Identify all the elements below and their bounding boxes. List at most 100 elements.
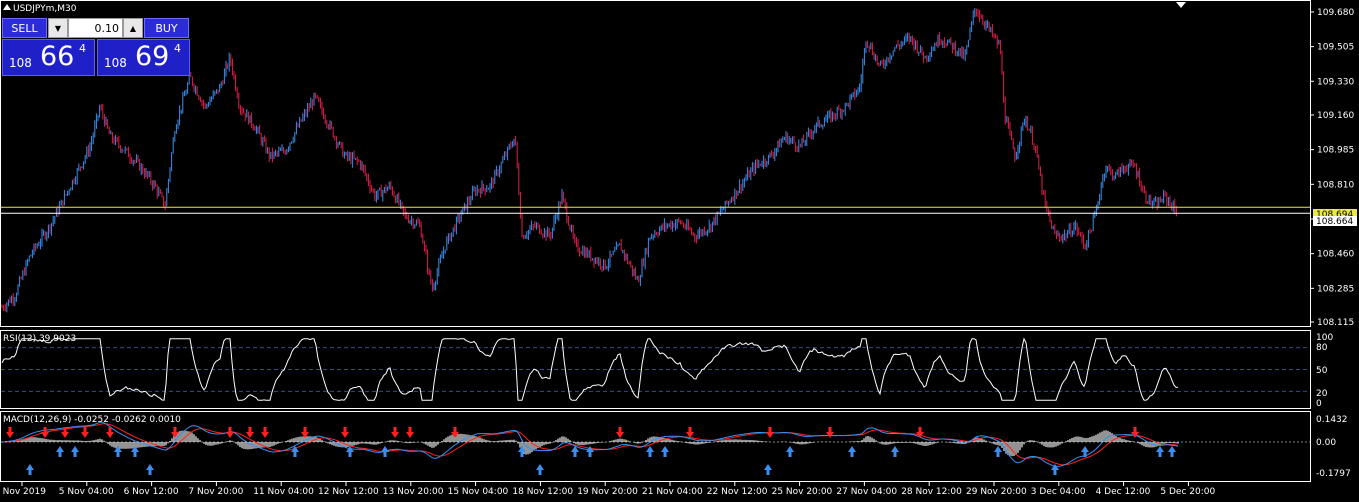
sell-signal-arrow-icon	[61, 427, 69, 438]
buy-signal-arrow-icon	[786, 446, 794, 457]
buy-signal-arrow-icon	[848, 446, 856, 457]
sell-signal-arrow-icon	[261, 427, 269, 438]
time-tick-label: 12 Nov 12:00	[318, 487, 379, 497]
sell-signal-arrow-icon	[1131, 427, 1139, 438]
time-tick-label: 6 Nov 12:00	[124, 487, 179, 497]
collapse-triangle-icon[interactable]	[3, 4, 11, 10]
time-tick-label: 19 Nov 20:00	[577, 487, 638, 497]
buy-signal-arrow-icon	[56, 446, 64, 457]
macd-series	[1, 421, 1310, 475]
time-tick-label: 5 Dec 20:00	[1160, 487, 1215, 497]
buy-price-pips: 69	[135, 41, 170, 72]
rsi-level-80: 80	[1316, 343, 1328, 353]
time-tick-label: 3 Dec 04:00	[1031, 487, 1086, 497]
buy-price-fraction: 4	[174, 42, 181, 55]
rsi-level-0: 0	[1316, 399, 1322, 409]
lot-increase-button[interactable]: ▲	[123, 18, 143, 38]
price-tick-label: 108.285	[1317, 284, 1354, 294]
time-tick-label: 13 Nov 20:00	[383, 487, 444, 497]
macd-panel[interactable]	[0, 411, 1311, 482]
price-axis: 109.680 109.505 109.330 109.160 108.985 108.8…	[1310, 8, 1354, 328]
time-tick-label: 4 Dec 12:00	[1096, 487, 1151, 497]
time-tick-label: 21 Nov 04:00	[642, 487, 703, 497]
price-tick-label: 108.460	[1317, 250, 1354, 260]
sell-signal-arrow-icon	[451, 427, 459, 438]
symbol-title: USDJPYm,M30	[13, 4, 77, 14]
buy-signal-arrow-icon	[1051, 464, 1059, 475]
price-tick-label: 108.985	[1317, 146, 1354, 156]
buy-signal-arrow-icon	[994, 446, 1002, 457]
time-tick-label: 15 Nov 04:00	[448, 487, 509, 497]
sell-signal-arrow-icon	[41, 427, 49, 438]
buy-signal-arrow-icon	[661, 446, 669, 457]
one-click-trading-panel: SELL ▼ ▲ BUY 108 66 4 108 69 4	[2, 18, 190, 76]
time-tick-label: 29 Nov 20:00	[966, 487, 1027, 497]
buy-signal-arrow-icon	[114, 446, 122, 457]
lot-decrease-button[interactable]: ▼	[48, 18, 68, 38]
buy-signal-arrow-icon	[1081, 446, 1089, 457]
lot-size-input[interactable]	[68, 18, 123, 38]
sell-price-pips: 66	[40, 41, 75, 72]
time-tick-label: 25 Nov 20:00	[772, 487, 833, 497]
time-tick-label: 28 Nov 12:00	[901, 487, 962, 497]
sell-price-prefix: 108	[9, 56, 32, 70]
sell-signal-arrow-icon	[341, 427, 349, 438]
buy-signal-arrow-icon	[71, 446, 79, 457]
time-tick-label: 18 Nov 12:00	[512, 487, 573, 497]
sell-signal-arrow-icon	[391, 427, 399, 438]
buy-signal-arrow-icon	[764, 464, 772, 475]
rsi-level-50: 50	[1316, 366, 1328, 376]
ask-price-label: 108.694	[1316, 210, 1353, 220]
time-tick-label: 5 Nov 04:00	[59, 487, 114, 497]
rsi-line	[1, 337, 1179, 401]
price-tick-label: 109.680	[1317, 8, 1354, 18]
sell-price-fraction: 4	[79, 42, 86, 55]
sell-button[interactable]: SELL	[2, 18, 47, 38]
time-tick-label: 27 Nov 04:00	[836, 487, 897, 497]
rsi-level-100: 100	[1316, 333, 1333, 343]
sell-signal-arrow-icon	[226, 427, 234, 438]
buy-signal-arrow-icon	[381, 446, 389, 457]
macd-tick-zero: 0.00	[1316, 438, 1336, 448]
price-tick-label: 109.330	[1317, 77, 1354, 87]
rsi-level-20: 20	[1316, 389, 1328, 399]
macd-title: MACD(12,26,9) -0.0252 -0.0262 0.0010	[3, 415, 181, 425]
buy-signal-arrow-icon	[518, 446, 526, 457]
buy-price-box[interactable]: 108 69 4	[97, 39, 190, 76]
sell-signal-arrow-icon	[6, 427, 14, 438]
bid-label-bg	[1313, 216, 1357, 226]
price-tick-label: 109.160	[1317, 111, 1354, 121]
price-tick-label: 108.810	[1317, 180, 1354, 190]
sell-signal-arrow-icon	[301, 427, 309, 438]
buy-signal-arrow-icon	[536, 464, 544, 475]
sell-signal-arrow-icon	[826, 427, 834, 438]
sell-signal-arrow-icon	[406, 427, 414, 438]
bid-price-label: 108.664	[1316, 217, 1353, 227]
chart-shift-marker-icon[interactable]	[1176, 2, 1186, 8]
buy-signal-arrow-icon	[891, 446, 899, 457]
time-axis: 4 Nov 2019 5 Nov 04:00 6 Nov 12:00 7 Nov 20…	[0, 482, 1215, 497]
buy-signal-arrow-icon	[146, 464, 154, 475]
sell-price-box[interactable]: 108 66 4	[2, 39, 95, 76]
buy-signal-arrow-icon	[291, 446, 299, 457]
rsi-series	[1, 337, 1310, 401]
sell-signal-arrow-icon	[616, 427, 624, 438]
sell-signal-arrow-icon	[766, 427, 774, 438]
sell-signal-arrow-icon	[246, 427, 254, 438]
buy-signal-arrow-icon	[586, 446, 594, 457]
ask-label-bg	[1313, 209, 1357, 219]
buy-price-prefix: 108	[104, 56, 127, 70]
price-panel[interactable]	[0, 0, 1311, 327]
price-tick-label: 108.115	[1317, 318, 1354, 328]
macd-tick-top: 0.1432	[1316, 415, 1348, 425]
time-tick-label: 22 Nov 12:00	[707, 487, 768, 497]
buy-signal-arrow-icon	[26, 464, 34, 475]
buy-button[interactable]: BUY	[144, 18, 189, 38]
time-tick-label: 4 Nov 2019	[0, 487, 46, 497]
sell-signal-arrow-icon	[106, 427, 114, 438]
buy-signal-arrow-icon	[1168, 446, 1176, 457]
buy-signal-arrow-icon	[1156, 446, 1164, 457]
price-tick-label: 109.505	[1317, 43, 1354, 53]
sell-signal-arrow-icon	[916, 427, 924, 438]
